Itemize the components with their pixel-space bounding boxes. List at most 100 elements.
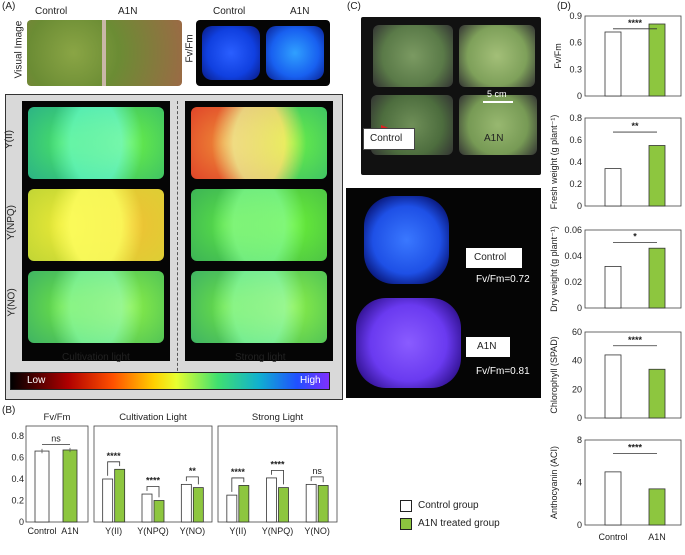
panel-d-bar (604, 265, 622, 309)
panel-b-bar-treated (153, 500, 165, 523)
panel-d-ytick-label: 0 (577, 91, 582, 101)
panel-b-ytick-label: 0.6 (11, 453, 24, 463)
panel-b-sig-bracket (185, 476, 199, 485)
legend-swatch-treated (400, 518, 412, 530)
panel-b-subplot-frame (25, 425, 89, 523)
panel-b-bar-treated (114, 468, 126, 523)
fvfm-image (196, 20, 330, 86)
panel-b-bar-control (305, 483, 317, 523)
panel-b-category-label: Y(NO) (304, 526, 330, 536)
panel-b-ytick-label: 0.2 (11, 496, 24, 506)
color-scale-bar (10, 372, 330, 390)
panel-b-bar-control (226, 494, 238, 523)
panel-d-ytick-label: 0 (577, 303, 582, 313)
panel-d-subplot-frame (584, 15, 682, 97)
panel-d-ytick-label: 0.3 (569, 64, 582, 74)
panel-d-bar (648, 368, 666, 419)
panel-d-ylabel: Dry weight (g plant⁻¹) (549, 226, 559, 312)
panel-b-bar-control (266, 477, 277, 523)
panel-d-ylabel: Anthocyanin (ACI) (549, 446, 559, 519)
col-label-control: Control (35, 6, 68, 17)
panel-b-category-label: Y(II) (229, 526, 246, 536)
scale-bar-label: 5 cm (487, 89, 507, 99)
panel-d-bar (604, 31, 622, 97)
tray-a1n-bottom (459, 95, 537, 155)
panel-d-ytick-label: 0.8 (569, 113, 582, 123)
panel-d-sig-label: * (633, 231, 637, 241)
label-control: Control (370, 133, 403, 144)
panel-d-sig-label: **** (628, 443, 643, 453)
panel-d-sig-label: **** (628, 335, 643, 345)
panel-b-sig-bracket (271, 470, 284, 485)
fvfm-box-control-text: Control (474, 252, 507, 263)
panel-b-ytick-label: 0 (19, 517, 24, 527)
panel-d-bar (604, 471, 622, 526)
panel-d-letter: (D) (557, 1, 571, 12)
panel-b-category-label: Y(NPQ) (137, 526, 169, 536)
scale-low-label: Low (27, 375, 46, 386)
panel-b-sig-label: ** (189, 466, 197, 476)
cultivation-light-label: Cultivation light (62, 352, 130, 363)
col-label-a1n: A1N (118, 6, 138, 17)
scale-high-label: High (300, 375, 321, 386)
label-a1n: A1N (484, 133, 504, 144)
panel-b-sig-label: **** (231, 467, 246, 477)
yno-strong-image (191, 271, 327, 343)
panel-d-ylabel: Fv/Fm (553, 43, 563, 69)
ynpq-cultivation-image (28, 189, 164, 261)
fvfm-control-value: Fv/Fm=0.72 (476, 274, 530, 285)
panel-d-subplot-frame (584, 331, 682, 419)
panel-d-ytick-label: 40 (572, 356, 582, 366)
yii-cultivation-image (28, 107, 164, 179)
panel-b-letter: (B) (2, 405, 16, 416)
panel-d-ytick-label: 0.4 (569, 157, 582, 167)
panel-b-category-label: A1N (61, 526, 79, 536)
row-label-yno: Y(NO) (6, 288, 18, 317)
panel-b-subplot-title: Fv/Fm (44, 412, 71, 423)
panel-b-subplot-title: Strong Light (252, 412, 304, 423)
panel-d-category-label: Control (598, 532, 627, 542)
panel-b-sig-label: ns (312, 466, 322, 476)
panel-d-bar (648, 145, 666, 207)
fvfm-a1n-image (356, 298, 461, 388)
panel-d-ytick-label: 0 (577, 201, 582, 211)
panel-d-subplot-frame (584, 117, 682, 207)
tray-a1n-top (459, 25, 535, 87)
panel-d-ylabel: Fresh weight (g plant⁻¹) (549, 115, 559, 210)
panel-d-bar (648, 247, 666, 309)
panel-d-ytick-label: 20 (572, 384, 582, 394)
row-label-visual-image: Visual Image (13, 20, 25, 79)
panel-b-category-label: Control (27, 526, 56, 536)
panel-d-ytick-label: 0 (577, 520, 582, 530)
fvfm-box-a1n-text: A1N (477, 341, 497, 352)
panel-b-sig-bracket (231, 477, 245, 492)
panel-c-letter: (C) (347, 1, 361, 12)
panel-d-bar (648, 23, 666, 97)
panel-b-bar-treated (317, 485, 329, 523)
panel-d-subplot-frame (584, 439, 682, 526)
panel-d-ytick-label: 60 (572, 327, 582, 337)
panel-d-ytick-label: 0.9 (569, 11, 582, 21)
panel-b-bar-control (180, 483, 192, 523)
panel-d-charts: 0 0.3 0.6 0.9 Fv/Fm **** 0 0.2 0.4 0.6 0.8 Fresh we… (549, 11, 682, 542)
panel-d-ytick-label: 0.06 (564, 225, 582, 235)
panel-d-sig-label: **** (628, 18, 643, 28)
ynpq-strong-image (191, 189, 327, 261)
strong-light-label: Strong light (235, 352, 286, 363)
panel-b-bar (62, 449, 78, 523)
panel-b-sig-bracket (310, 476, 324, 483)
panel-d-ytick-label: 0.6 (569, 38, 582, 48)
panel-d-ytick-label: 0.04 (564, 251, 582, 261)
fvfm-box-a1n (466, 337, 510, 357)
panel-b-sig-bracket (107, 461, 121, 476)
panel-d-ytick-label: 0.6 (569, 135, 582, 145)
col-label-control-fvfm: Control (213, 6, 246, 17)
panel-b-sig-bracket (146, 486, 160, 498)
panel-b-subplot-title: Cultivation Light (119, 412, 187, 423)
light-divider (177, 101, 178, 381)
panel-d-ytick-label: 0.2 (569, 179, 582, 189)
panel-d-ytick-label: 0 (577, 413, 582, 423)
row-label-fvfm: Fv/Fm (184, 34, 196, 63)
panel-d-ytick-label: 4 (577, 478, 582, 488)
label-box-control (363, 128, 415, 150)
